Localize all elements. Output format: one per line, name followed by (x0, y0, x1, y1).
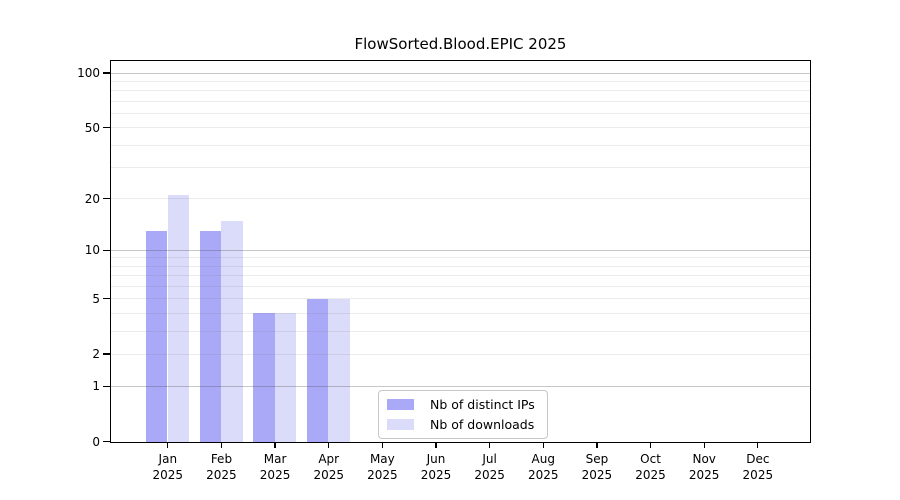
legend-label: Nb of downloads (430, 417, 535, 432)
y-tick-mark (103, 353, 110, 355)
y-tick-mark (103, 297, 110, 300)
x-tick-year: 2025 (742, 468, 774, 482)
x-tick-year: 2025 (688, 468, 720, 482)
x-tick-label: Dec 2025 (726, 451, 790, 483)
x-tick-mark (488, 443, 491, 448)
x-tick-label: Oct 2025 (619, 451, 683, 483)
x-tick-year: 2025 (420, 468, 452, 482)
y-tick-label: 20 (84, 191, 100, 206)
x-tick-label: Feb 2025 (189, 451, 253, 483)
gridline-minor (111, 285, 810, 287)
legend: Nb of distinct IPs Nb of downloads (378, 390, 548, 439)
y-tick-mark (103, 385, 110, 387)
x-tick-label: Jul 2025 (458, 451, 522, 483)
x-tick-year: 2025 (259, 468, 291, 482)
y-tick-mark (103, 72, 110, 74)
gridline-minor (111, 144, 810, 146)
y-tick-mark (103, 249, 110, 251)
bar-downloads (221, 220, 243, 442)
gridline-minor (111, 257, 810, 259)
legend-entry: Nb of distinct IPs (387, 397, 535, 412)
x-tick-label: Aug 2025 (511, 451, 575, 483)
gridline-minor (111, 275, 810, 277)
gridline-major (111, 249, 810, 251)
x-tick-year: 2025 (313, 468, 344, 482)
gridline-minor (111, 198, 810, 200)
x-tick-mark (703, 443, 705, 448)
x-tick-mark (435, 443, 437, 448)
gridline-minor (111, 81, 810, 83)
x-tick-year: 2025 (206, 468, 237, 482)
gridline-major (111, 386, 810, 388)
plot-area (110, 60, 811, 443)
gridline-minor (111, 265, 810, 267)
y-tick-mark (103, 126, 110, 129)
gridline-major (111, 72, 810, 74)
x-tick-year: 2025 (474, 468, 505, 482)
x-tick-year: 2025 (581, 468, 613, 482)
bar-downloads (328, 298, 350, 442)
x-tick-mark (757, 443, 759, 448)
y-tick-label: 50 (84, 120, 100, 135)
x-tick-label: May 2025 (350, 451, 414, 483)
gridline-minor (111, 167, 810, 169)
x-tick-year: 2025 (152, 468, 184, 482)
legend-swatch (387, 419, 414, 430)
gridline-minor (111, 127, 810, 129)
x-tick-mark (649, 443, 652, 448)
gridline-minor (111, 312, 810, 314)
x-tick-mark (381, 443, 383, 448)
y-tick-label: 10 (84, 243, 100, 258)
bar-distinct-ips (253, 313, 275, 442)
x-tick-mark (328, 443, 330, 448)
x-tick-mark (220, 443, 223, 448)
bar-downloads (167, 195, 189, 442)
x-tick-label: Jun 2025 (404, 451, 468, 483)
legend-label: Nb of distinct IPs (430, 397, 535, 412)
gridline-minor (111, 330, 810, 332)
x-tick-label: Sep 2025 (565, 451, 629, 483)
x-tick-label: Mar 2025 (243, 451, 307, 483)
y-tick-label: 100 (77, 66, 100, 81)
y-tick-label: 1 (92, 379, 100, 394)
x-tick-label: Nov 2025 (672, 451, 736, 483)
y-tick-label: 5 (92, 291, 100, 306)
x-tick-year: 2025 (367, 468, 398, 482)
y-tick-label: 0 (92, 434, 100, 449)
x-tick-label: Apr 2025 (297, 451, 361, 483)
x-tick-year: 2025 (527, 468, 559, 482)
chart-title: FlowSorted.Blood.EPIC 2025 (354, 35, 567, 53)
y-tick-label: 2 (92, 346, 100, 361)
y-tick-mark (103, 197, 110, 200)
bar-distinct-ips (307, 298, 329, 442)
legend-swatch (387, 399, 414, 410)
x-tick-label: Jan 2025 (136, 451, 200, 483)
bar-distinct-ips (199, 231, 222, 442)
x-tick-mark (167, 443, 169, 448)
bar-distinct-ips (146, 231, 168, 442)
x-tick-year: 2025 (635, 468, 666, 482)
legend-entry: Nb of downloads (387, 417, 535, 432)
gridline-minor (111, 100, 810, 102)
y-tick-mark (103, 441, 110, 443)
x-tick-mark (274, 443, 276, 448)
gridline-minor (111, 298, 810, 300)
gridline-minor (111, 113, 810, 115)
gridline-minor (111, 353, 810, 355)
bar-downloads (274, 313, 297, 442)
x-tick-mark (596, 443, 598, 448)
gridline-minor (111, 90, 810, 92)
x-tick-mark (542, 443, 544, 448)
